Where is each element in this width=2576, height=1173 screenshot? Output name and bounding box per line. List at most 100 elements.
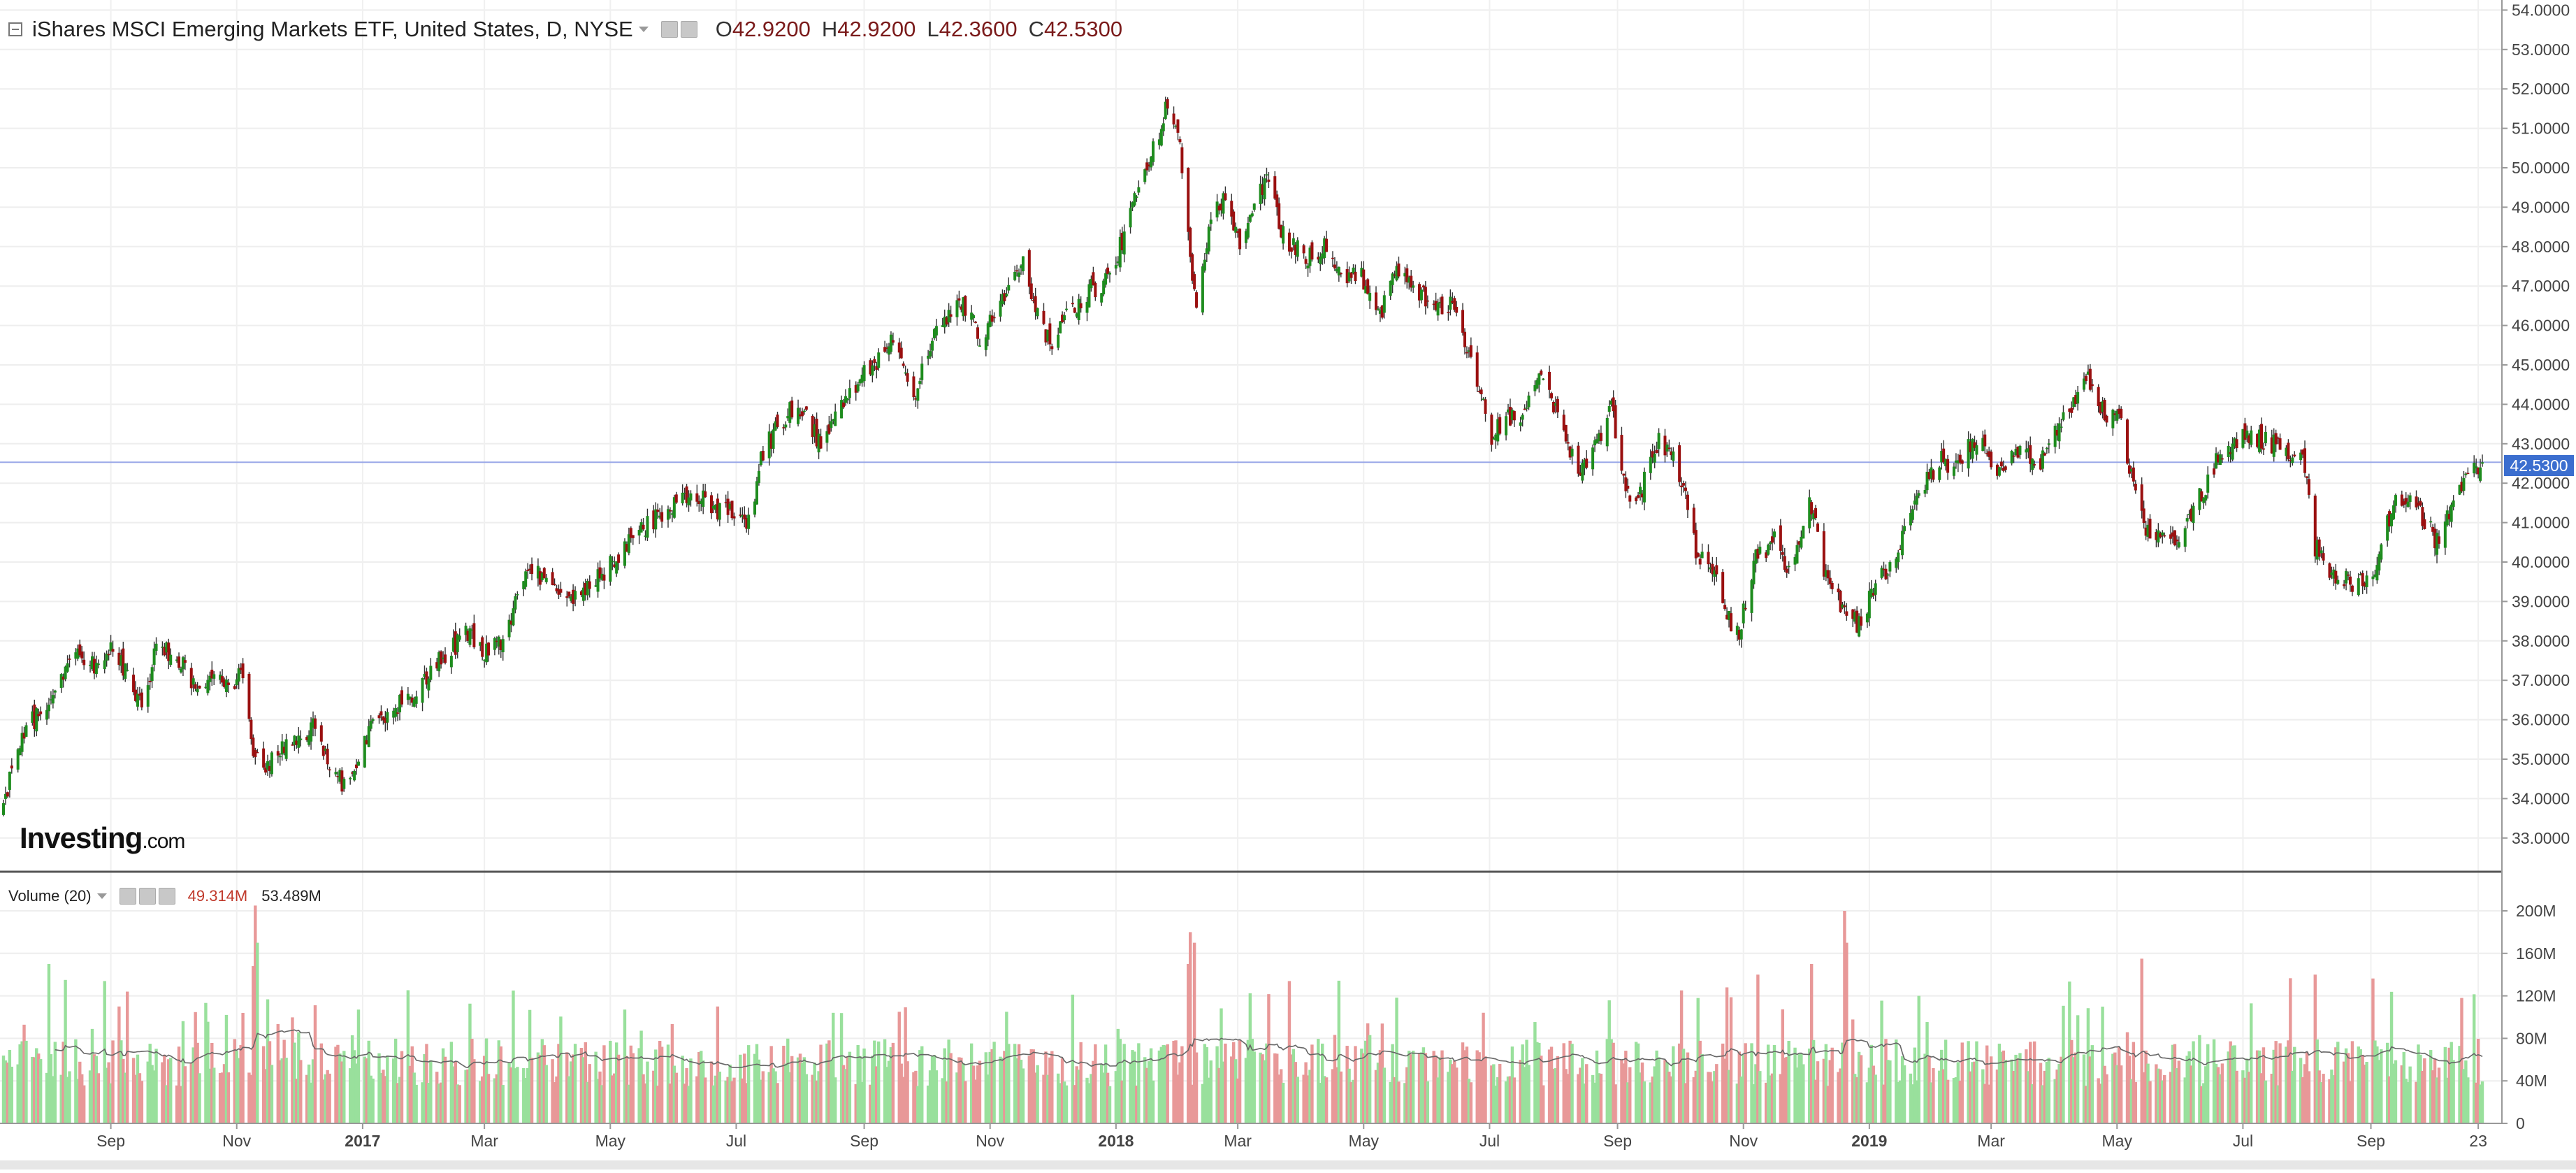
candle (1971, 438, 1974, 463)
candle-body (988, 315, 992, 327)
candle (536, 558, 540, 587)
candle-body (2466, 473, 2470, 475)
volume-bar (724, 1080, 728, 1123)
candle-body (1795, 545, 1799, 564)
volume-bar (235, 1051, 238, 1123)
volume-bar (204, 1002, 208, 1123)
candle-body (1533, 385, 1537, 391)
candle-body (369, 721, 372, 729)
candle-body (2157, 530, 2160, 543)
volume-bar (1238, 1039, 1242, 1123)
volume-bar (165, 1085, 168, 1123)
candle (902, 361, 905, 368)
volume-bar (1670, 1076, 1673, 1123)
candle (704, 484, 707, 498)
volume-bar (393, 1038, 398, 1123)
candle-body (365, 740, 368, 744)
volume-bar (581, 1057, 586, 1123)
candle-body (2400, 494, 2403, 506)
candle-body (2057, 423, 2061, 442)
candle (1882, 561, 1886, 577)
volume-bar (1017, 1044, 1021, 1123)
volume-bar (1007, 1044, 1011, 1123)
candle-body (1901, 531, 1904, 556)
volume-bar (2400, 1065, 2404, 1123)
volume-settings-icon[interactable] (138, 888, 156, 905)
candle (860, 367, 864, 387)
volume-bar (1378, 1050, 1382, 1123)
volume-bar (2090, 1045, 2094, 1123)
candle (1973, 436, 1976, 452)
candle-body (191, 678, 195, 685)
candle (2348, 570, 2352, 592)
candle (927, 350, 930, 366)
volume-bar (800, 1063, 804, 1123)
candle-body (1583, 459, 1586, 468)
candle-body (233, 686, 236, 689)
candle (1642, 467, 1646, 511)
volume-bar (1837, 1072, 1840, 1123)
candle (1275, 190, 1279, 216)
volume-bar (716, 1006, 720, 1123)
candle-body (312, 718, 315, 728)
candle (61, 673, 65, 688)
volume-tick-label: 80M (2516, 1029, 2547, 1047)
chevron-down-icon[interactable] (638, 27, 649, 32)
candle-body (1739, 629, 1743, 640)
candle-body (2475, 466, 2478, 469)
candle-body (1810, 502, 1814, 514)
volume-bar (978, 1060, 982, 1123)
candle (2088, 364, 2092, 391)
volume-visibility-icon[interactable] (119, 888, 136, 905)
candle-body (59, 674, 63, 689)
candle (1461, 303, 1465, 336)
candle-body (932, 329, 936, 338)
volume-bar (441, 1048, 445, 1123)
candle (570, 593, 573, 603)
volume-bar (1562, 1043, 1565, 1123)
candle-body (33, 704, 36, 730)
candle-body (2394, 495, 2397, 506)
candle-body (1709, 567, 1712, 570)
candle (1837, 583, 1840, 600)
candle-body (784, 424, 788, 428)
candle-body (2241, 429, 2245, 448)
candle (970, 305, 974, 326)
candle-body (658, 515, 662, 518)
volume-bar (1626, 1082, 1630, 1123)
volume-close-icon[interactable] (158, 888, 175, 905)
candle (774, 417, 777, 431)
candle (2320, 547, 2323, 559)
candle (1287, 228, 1291, 256)
volume-chevron-down-icon[interactable] (96, 893, 107, 899)
candle-body (2118, 408, 2121, 415)
candle (1232, 209, 1236, 231)
candle (2099, 401, 2102, 416)
candle-body (1057, 334, 1060, 348)
candle-body (1451, 301, 1454, 303)
candle-body (1034, 296, 1037, 312)
candle (1525, 401, 1528, 412)
candle (2289, 455, 2292, 468)
volume-bar (1205, 1046, 1209, 1123)
candle (78, 639, 82, 658)
volume-bar (1895, 1039, 1898, 1123)
candle-body (2343, 584, 2346, 586)
candle-body (421, 677, 424, 703)
collapse-icon[interactable] (8, 22, 22, 36)
volume-bar (623, 1009, 627, 1123)
candle-body (528, 568, 532, 570)
candle-body (2313, 495, 2317, 556)
candle-body (817, 433, 820, 453)
candle-body (2477, 467, 2480, 475)
candle (305, 735, 309, 742)
candle (2045, 446, 2048, 454)
volume-bar (1750, 1043, 1753, 1123)
visibility-icon[interactable] (660, 21, 678, 38)
candle (2243, 417, 2247, 445)
candle (1841, 602, 1844, 610)
candle (1349, 271, 1353, 285)
candle-body (2305, 476, 2308, 478)
settings-icon[interactable] (680, 21, 697, 38)
